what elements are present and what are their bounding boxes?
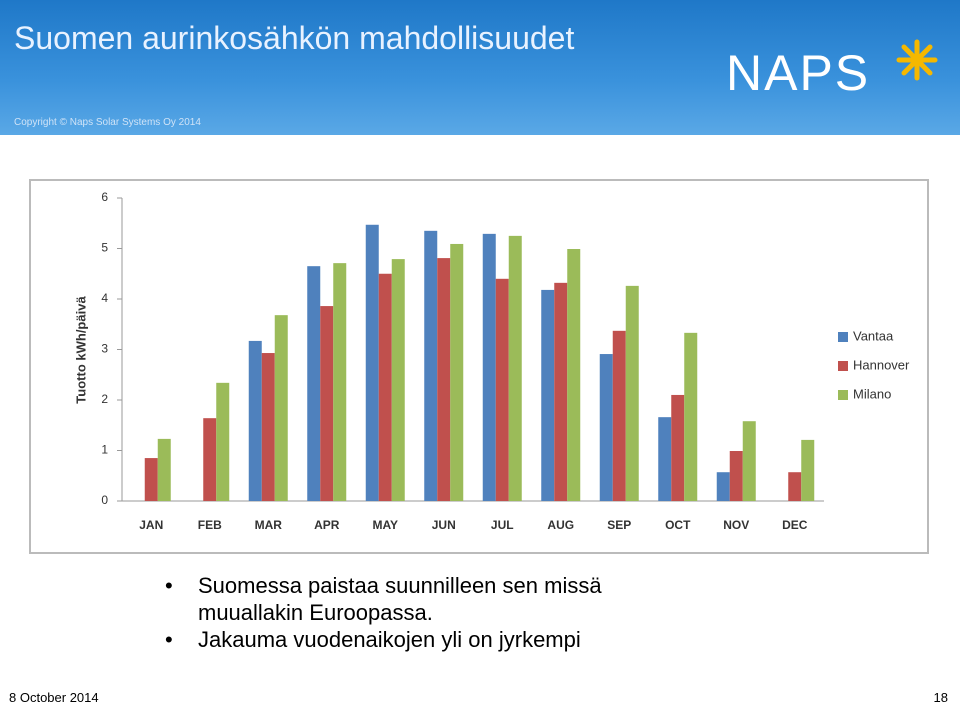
bar [274, 315, 288, 501]
y-tick-label: 3 [101, 342, 108, 356]
y-tick-label: 4 [101, 291, 108, 305]
footer-date: 8 October 2014 [9, 690, 99, 705]
x-tick-label: OCT [665, 518, 691, 532]
bar [567, 249, 581, 501]
bar [801, 439, 815, 501]
bar [658, 417, 672, 501]
bar [625, 285, 639, 501]
x-tick-label: APR [314, 518, 340, 532]
x-tick-label: JUL [491, 518, 514, 532]
x-tick-label: NOV [723, 518, 749, 532]
bar [684, 332, 698, 501]
bar [333, 263, 347, 501]
bar [216, 382, 230, 501]
slide-title: Suomen aurinkosähkön mahdollisuudet [14, 20, 575, 56]
y-tick-label: 0 [101, 493, 108, 507]
x-tick-label: DEC [782, 518, 808, 532]
x-tick-label: AUG [547, 518, 574, 532]
bar [144, 458, 158, 501]
bar [157, 438, 171, 501]
bar [307, 266, 321, 501]
x-tick-label: MAR [255, 518, 283, 532]
bar [450, 243, 464, 501]
bar [508, 235, 522, 501]
x-tick-label: JUN [432, 518, 456, 532]
bar [742, 421, 756, 501]
bar [482, 233, 496, 502]
bar [612, 330, 626, 501]
bar [716, 472, 730, 501]
y-axis-label: Tuotto kWh/päivä [73, 296, 88, 404]
legend-label: Vantaa [853, 328, 894, 343]
logo-star [896, 39, 938, 81]
bar [365, 224, 379, 501]
bar [378, 273, 392, 501]
chart-frame [29, 179, 929, 554]
y-tick-label: 1 [101, 443, 108, 457]
bar [437, 258, 451, 501]
bar [261, 353, 275, 501]
bar [320, 306, 334, 501]
y-tick-label: 6 [101, 190, 108, 204]
bar [541, 289, 555, 501]
bar [248, 340, 262, 501]
x-tick-label: SEP [607, 518, 631, 532]
copyright: Copyright © Naps Solar Systems Oy 2014 [14, 117, 201, 128]
header: Suomen aurinkosähkön mahdollisuudet Copy… [0, 0, 960, 135]
legend-swatch [838, 361, 848, 371]
x-tick-label: FEB [198, 518, 222, 532]
y-tick-label: 2 [101, 392, 108, 406]
bar [554, 282, 568, 501]
bar [495, 278, 509, 501]
x-tick-label: JAN [139, 518, 163, 532]
bar [788, 472, 802, 501]
page-number: 18 [933, 690, 948, 705]
bar [729, 451, 743, 501]
bullet: Suomessa paistaa suunnilleen sen missä m… [165, 572, 668, 626]
logo: NAPS [726, 45, 871, 101]
bar [424, 230, 438, 501]
bullets: Suomessa paistaa suunnilleen sen missä m… [165, 572, 668, 653]
bar [671, 394, 685, 501]
bar [391, 259, 405, 501]
bar [203, 418, 217, 501]
legend-swatch [838, 332, 848, 342]
bar [599, 354, 613, 501]
legend-swatch [838, 390, 848, 400]
bullet: Jakauma vuodenaikojen yli on jyrkempi [165, 626, 668, 653]
y-tick-label: 5 [101, 241, 108, 255]
legend-label: Hannover [853, 357, 910, 372]
legend-label: Milano [853, 386, 891, 401]
x-tick-label: MAY [372, 518, 398, 532]
